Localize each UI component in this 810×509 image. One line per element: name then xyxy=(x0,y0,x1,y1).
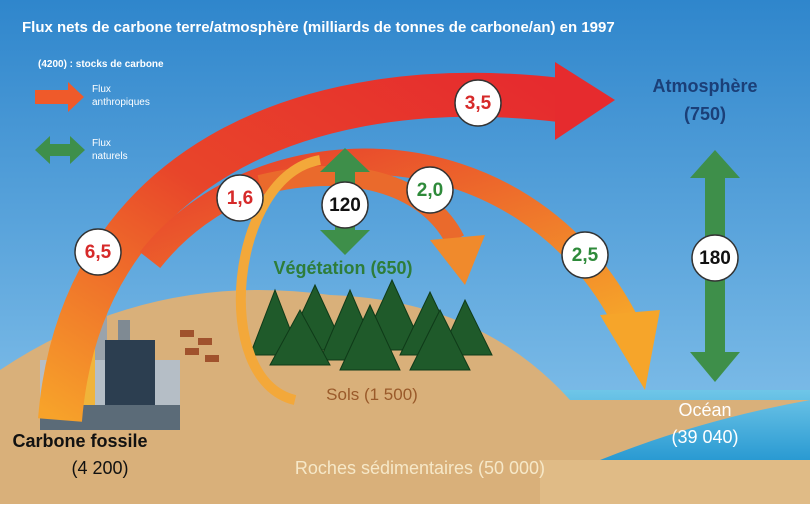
reservoir-name: Atmosphère xyxy=(652,76,757,96)
reservoir-name: Carbone fossile xyxy=(12,431,147,451)
legend-anthropic: Flux xyxy=(92,84,111,95)
flux-value: 2,0 xyxy=(417,180,443,201)
reservoir-stock: (39 040) xyxy=(671,427,738,447)
flux-value: 2,5 xyxy=(572,245,599,266)
reservoir-name: Océan xyxy=(678,400,731,420)
legend-natural: naturels xyxy=(92,151,128,162)
legend-anthropic: anthropiques xyxy=(92,97,150,108)
title: Flux nets de carbone terre/atmosphère (m… xyxy=(22,19,615,36)
flux-value: 120 xyxy=(329,195,361,216)
legend-stocks: (4200) : stocks de carbone xyxy=(38,59,164,70)
flux-value: 6,5 xyxy=(85,242,112,263)
sea-floor xyxy=(540,460,810,504)
flux-value: 1,6 xyxy=(227,188,253,209)
reservoir-name: Végétation (650) xyxy=(273,258,412,278)
diagram: (4200) : stocks de carbone Flux anthropi… xyxy=(0,0,810,504)
legend-natural: Flux xyxy=(92,138,111,149)
reservoir-name: Sols (1 500) xyxy=(326,385,418,404)
flux-value: 180 xyxy=(699,248,731,269)
reservoir-stock: (4 200) xyxy=(71,458,128,478)
flux-value: 3,5 xyxy=(465,93,492,114)
reservoir-name: Roches sédimentaires (50 000) xyxy=(295,458,545,478)
reservoir-stock: (750) xyxy=(684,104,726,124)
